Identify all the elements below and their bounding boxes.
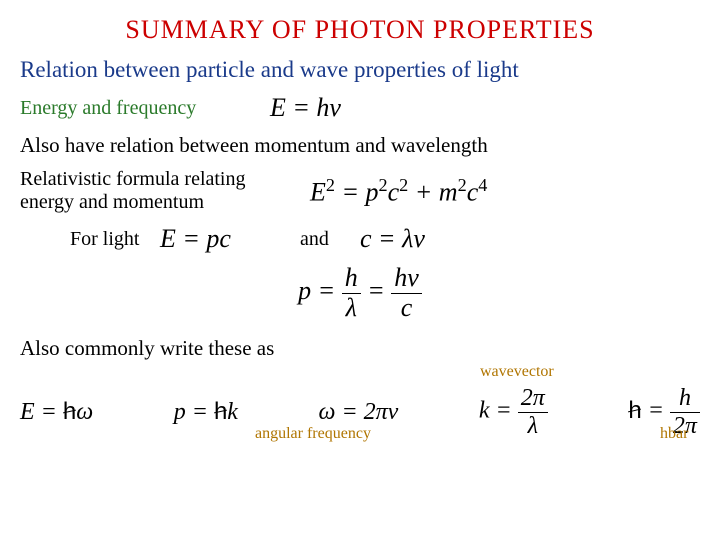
and-label: and — [300, 228, 360, 251]
slide-container: SUMMARY OF PHOTON PROPERTIES Relation be… — [0, 0, 720, 540]
momentum-wavelength-text: Also have relation between momentum and … — [20, 133, 700, 158]
slide-title: SUMMARY OF PHOTON PROPERTIES — [20, 15, 700, 45]
for-light-row: For light E = pc and c = λν — [70, 224, 700, 254]
equation-e-hnu: E = hν — [270, 93, 341, 123]
relativistic-row: Relativistic formula relating energy and… — [20, 168, 700, 214]
equation-p-hbar-k: p = hk — [174, 398, 238, 426]
equation-e-pc: E = pc — [160, 224, 300, 254]
wavevector-caption: wavevector — [480, 363, 554, 381]
also-commonly-label: Also commonly write these as — [20, 336, 700, 361]
relativistic-label-1: Relativistic formula relating — [20, 168, 310, 191]
hbar-caption: hbar — [660, 425, 688, 443]
energy-freq-label: Energy and frequency — [20, 97, 270, 120]
p-fraction-row: p = hλ = hνc — [20, 264, 700, 322]
slide-subtitle: Relation between particle and wave prope… — [20, 57, 700, 83]
equation-p-fractions: p = hλ = hνc — [298, 264, 422, 322]
equation-e-hbar-omega: E = hω — [20, 398, 93, 426]
for-light-label: For light — [70, 228, 160, 251]
equation-relativistic: E2 = p2c2 + m2c4 — [310, 175, 487, 208]
equation-k: k = 2πλ — [479, 385, 548, 439]
ang-freq-caption: angular frequency — [255, 425, 371, 443]
equation-c-lambda-nu: c = λν — [360, 224, 425, 254]
equation-omega: ω = 2πν — [319, 399, 399, 426]
energy-frequency-row: Energy and frequency E = hν — [20, 93, 700, 123]
relativistic-label-2: energy and momentum — [20, 191, 310, 214]
